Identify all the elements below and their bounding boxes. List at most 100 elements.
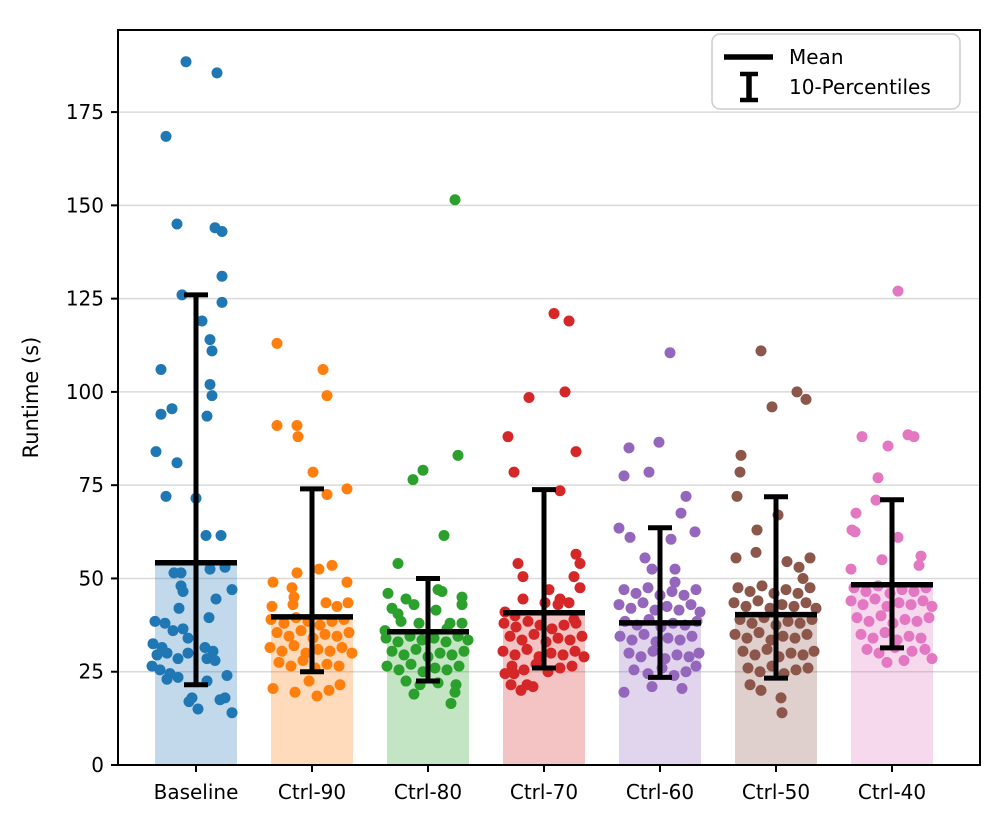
point-Ctrl-50 <box>781 556 793 568</box>
point-Baseline <box>167 625 179 637</box>
point-Ctrl-90 <box>276 645 288 657</box>
point-Ctrl-60 <box>662 632 674 644</box>
point-Ctrl-60 <box>694 606 706 618</box>
point-Ctrl-50 <box>776 599 788 611</box>
point-Ctrl-40 <box>919 643 931 655</box>
point-Ctrl-40 <box>867 632 879 644</box>
point-Ctrl-80 <box>407 474 419 486</box>
point-Ctrl-50 <box>755 345 767 357</box>
point-Ctrl-90 <box>273 656 285 668</box>
point-Ctrl-80 <box>436 586 448 598</box>
point-Ctrl-50 <box>791 386 803 398</box>
point-Ctrl-50 <box>761 643 773 655</box>
point-Baseline <box>204 378 216 390</box>
point-Ctrl-80 <box>449 194 461 206</box>
point-Ctrl-80 <box>392 558 404 570</box>
point-Ctrl-70 <box>504 630 516 642</box>
point-Ctrl-40 <box>879 627 891 639</box>
point-Ctrl-80 <box>445 697 457 709</box>
point-Ctrl-50 <box>797 572 809 584</box>
point-Ctrl-90 <box>317 364 329 376</box>
point-Ctrl-90 <box>321 390 333 402</box>
point-Ctrl-50 <box>766 401 778 413</box>
point-Ctrl-60 <box>646 563 658 575</box>
point-Ctrl-50 <box>740 600 752 612</box>
point-Ctrl-80 <box>410 643 422 655</box>
point-Ctrl-70 <box>546 623 558 635</box>
point-Ctrl-80 <box>452 449 464 461</box>
x-tick-label-Ctrl-50: Ctrl-50 <box>742 780 810 804</box>
point-Ctrl-50 <box>734 466 746 478</box>
point-Ctrl-60 <box>618 584 630 596</box>
point-Ctrl-90 <box>336 641 348 653</box>
point-Ctrl-90 <box>291 419 303 431</box>
point-Ctrl-70 <box>522 615 534 627</box>
point-Ctrl-40 <box>882 440 894 452</box>
point-Ctrl-80 <box>416 634 428 646</box>
point-Ctrl-70 <box>508 466 520 478</box>
legend-label-mean: Mean <box>789 45 844 69</box>
point-Ctrl-70 <box>576 630 588 642</box>
point-Ctrl-60 <box>666 586 678 598</box>
point-Ctrl-90 <box>271 419 283 431</box>
point-Ctrl-70 <box>570 446 582 458</box>
point-Ctrl-50 <box>800 393 812 405</box>
point-Ctrl-60 <box>625 602 637 614</box>
point-Ctrl-90 <box>346 647 358 659</box>
point-Ctrl-50 <box>756 580 768 592</box>
point-Ctrl-80 <box>458 645 470 657</box>
point-Ctrl-40 <box>870 494 882 506</box>
point-Ctrl-50 <box>741 632 753 644</box>
point-Ctrl-90 <box>288 640 300 652</box>
point-Ctrl-70 <box>499 668 511 680</box>
point-Ctrl-90 <box>343 627 355 639</box>
point-Ctrl-70 <box>498 617 510 629</box>
point-Ctrl-40 <box>875 610 887 622</box>
point-Ctrl-90 <box>341 576 353 588</box>
point-Ctrl-70 <box>568 571 580 583</box>
point-Ctrl-70 <box>574 582 586 594</box>
point-Ctrl-60 <box>614 630 626 642</box>
point-Ctrl-40 <box>861 643 873 655</box>
point-Ctrl-90 <box>289 686 301 698</box>
point-Ctrl-40 <box>881 656 893 668</box>
point-Ctrl-70 <box>566 660 578 672</box>
point-Ctrl-60 <box>669 563 681 575</box>
point-Ctrl-90 <box>341 483 353 495</box>
point-Ctrl-50 <box>744 679 756 691</box>
point-Ctrl-60 <box>626 634 638 646</box>
point-Baseline <box>204 563 216 575</box>
point-Baseline <box>207 645 219 657</box>
point-Ctrl-70 <box>523 392 535 403</box>
point-Baseline <box>219 692 231 704</box>
point-Ctrl-60 <box>690 660 702 672</box>
point-Ctrl-80 <box>434 647 446 659</box>
y-tick-label: 50 <box>79 566 104 590</box>
point-Ctrl-50 <box>788 600 800 612</box>
point-Ctrl-60 <box>675 507 687 519</box>
point-Ctrl-60 <box>686 630 698 642</box>
point-Ctrl-70 <box>557 649 569 661</box>
point-Ctrl-80 <box>408 688 420 700</box>
point-Ctrl-80 <box>380 632 392 644</box>
point-Ctrl-80 <box>400 593 412 605</box>
point-Ctrl-80 <box>395 615 407 627</box>
point-Ctrl-50 <box>732 582 744 594</box>
point-Ctrl-80 <box>438 530 450 542</box>
point-Ctrl-70 <box>521 643 533 655</box>
point-Ctrl-80 <box>382 587 394 599</box>
point-Ctrl-60 <box>683 651 695 663</box>
point-Baseline <box>211 67 223 79</box>
point-Ctrl-40 <box>899 613 911 625</box>
point-Baseline <box>161 647 173 659</box>
point-Ctrl-90 <box>331 600 343 612</box>
point-Ctrl-60 <box>635 651 647 663</box>
point-Baseline <box>210 593 222 605</box>
point-Ctrl-50 <box>776 707 788 719</box>
point-Ctrl-50 <box>777 630 789 642</box>
point-Ctrl-40 <box>923 612 935 624</box>
point-Ctrl-70 <box>512 558 524 570</box>
